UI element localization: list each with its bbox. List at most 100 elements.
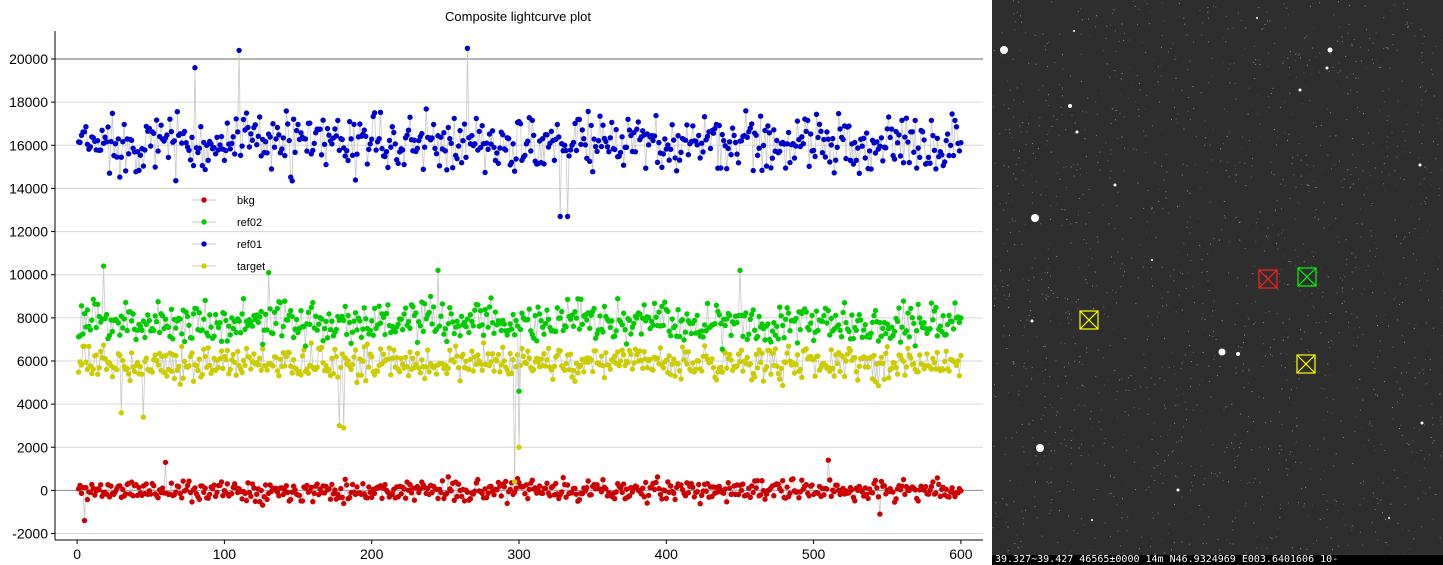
data-point-target xyxy=(280,350,286,356)
sky-image[interactable] xyxy=(992,0,1443,555)
data-point-target xyxy=(352,347,359,353)
noise-pixel xyxy=(1219,549,1221,551)
data-point-ref01 xyxy=(684,122,690,128)
data-point-target xyxy=(600,362,606,369)
noise-pixel xyxy=(1083,239,1085,240)
data-point-ref02 xyxy=(152,313,158,319)
data-point-ref01 xyxy=(903,115,910,121)
data-point-ref01 xyxy=(463,154,469,160)
noise-pixel xyxy=(1089,418,1091,420)
data-point-target xyxy=(131,368,138,375)
noise-pixel xyxy=(1292,157,1294,159)
data-point-bkg xyxy=(958,488,964,494)
noise-pixel xyxy=(1414,377,1416,379)
noise-pixel xyxy=(1102,204,1104,206)
data-point-ref02 xyxy=(722,322,728,329)
noise-pixel xyxy=(1068,515,1070,517)
noise-pixel xyxy=(1374,256,1376,258)
noise-pixel xyxy=(1320,478,1322,480)
noise-pixel xyxy=(1009,334,1010,336)
noise-pixel xyxy=(1396,306,1398,308)
aperture-marker-target[interactable] xyxy=(1296,354,1316,374)
data-point-ref01 xyxy=(632,149,639,155)
aperture-marker-ref02[interactable] xyxy=(1297,267,1317,287)
noise-pixel xyxy=(1117,530,1119,532)
noise-pixel xyxy=(1316,271,1318,273)
data-point-ref01 xyxy=(168,128,175,135)
noise-pixel xyxy=(1340,180,1342,182)
noise-pixel xyxy=(1174,422,1176,424)
noise-pixel xyxy=(1192,352,1194,354)
noise-pixel xyxy=(1112,446,1114,448)
noise-pixel xyxy=(1040,418,1042,420)
noise-pixel xyxy=(1042,33,1044,35)
noise-pixel xyxy=(1385,518,1387,520)
data-point-ref02 xyxy=(607,324,613,331)
data-point-bkg xyxy=(547,493,553,499)
noise-pixel xyxy=(1110,492,1112,494)
noise-pixel xyxy=(1262,504,1264,506)
data-point-ref02 xyxy=(447,305,453,311)
noise-pixel xyxy=(1384,101,1385,103)
noise-pixel xyxy=(1087,97,1089,99)
data-point-target xyxy=(902,372,908,378)
data-point-ref02 xyxy=(416,319,422,325)
data-point-ref01 xyxy=(656,139,662,146)
noise-pixel xyxy=(1279,504,1281,506)
data-point-ref02 xyxy=(905,310,911,316)
data-point-ref01 xyxy=(239,143,245,149)
noise-pixel xyxy=(994,285,996,287)
sky-image-viewer[interactable]: 39.327~39.427 46565±0000 14m N46.9324969… xyxy=(992,0,1443,565)
noise-pixel xyxy=(1245,502,1247,504)
noise-pixel xyxy=(1441,290,1443,292)
noise-pixel xyxy=(1150,10,1151,12)
data-point-ref02 xyxy=(950,326,957,332)
data-point-target xyxy=(201,346,207,353)
data-point-target xyxy=(124,365,130,372)
data-point-target xyxy=(354,379,360,386)
data-point-ref01 xyxy=(190,162,197,169)
noise-pixel xyxy=(1320,124,1322,126)
data-point-ref01 xyxy=(95,138,101,144)
noise-pixel xyxy=(1182,361,1184,362)
noise-pixel xyxy=(1050,509,1052,511)
noise-pixel xyxy=(1269,536,1271,538)
data-point-ref02 xyxy=(716,312,722,318)
data-point-ref02 xyxy=(413,310,419,316)
data-point-bkg xyxy=(934,475,940,481)
data-point-ref02 xyxy=(592,335,599,341)
noise-pixel xyxy=(1160,65,1162,67)
data-point-ref02 xyxy=(121,316,127,322)
noise-pixel xyxy=(1375,32,1377,34)
noise-pixel xyxy=(1175,77,1177,79)
noise-pixel xyxy=(1102,146,1104,148)
noise-pixel xyxy=(1056,296,1058,298)
y-tick-label: 20000 xyxy=(9,51,48,67)
data-point-ref01 xyxy=(654,159,661,165)
data-point-ref02 xyxy=(856,312,862,318)
noise-pixel xyxy=(1383,163,1385,165)
noise-pixel xyxy=(1312,305,1314,307)
data-point-ref01 xyxy=(454,155,460,162)
data-point-ref01 xyxy=(525,138,531,144)
data-point-ref01 xyxy=(105,124,111,130)
data-point-ref02 xyxy=(472,307,478,313)
noise-pixel xyxy=(1287,474,1288,476)
noise-pixel xyxy=(1170,48,1172,49)
noise-pixel xyxy=(1094,26,1096,28)
data-point-ref02 xyxy=(426,309,432,316)
noise-pixel xyxy=(1285,468,1287,470)
noise-pixel xyxy=(1332,399,1334,401)
aperture-marker-ref01[interactable] xyxy=(1258,269,1278,289)
noise-pixel xyxy=(1204,318,1206,320)
aperture-marker-target[interactable] xyxy=(1079,310,1099,330)
noise-pixel xyxy=(1365,270,1367,271)
noise-pixel xyxy=(1177,462,1179,464)
data-point-ref01 xyxy=(404,132,410,138)
data-point-ref02 xyxy=(897,339,904,345)
data-point-ref02 xyxy=(201,316,207,322)
data-point-target xyxy=(233,372,239,378)
data-point-target xyxy=(274,368,281,374)
data-point-ref01 xyxy=(912,117,918,124)
noise-pixel xyxy=(1235,180,1237,182)
